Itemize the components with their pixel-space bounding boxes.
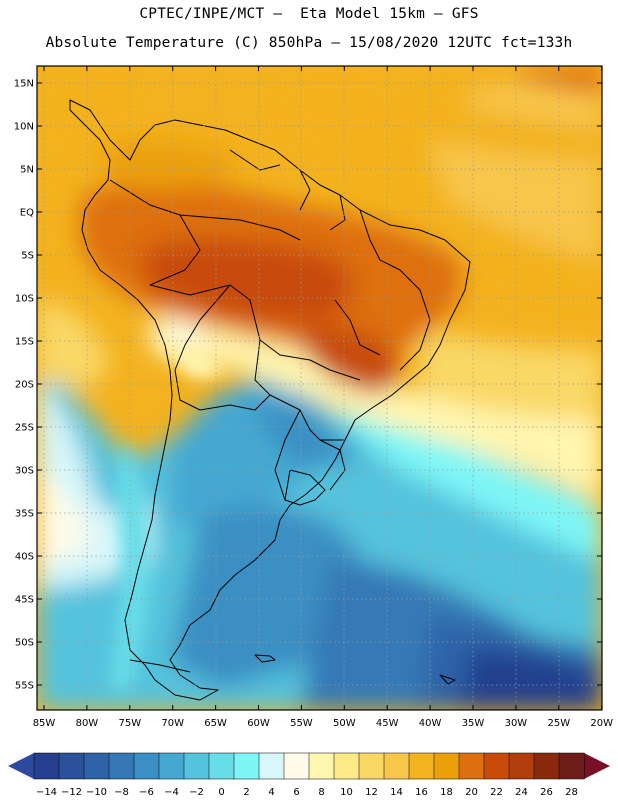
lat-label: 15N xyxy=(14,79,34,90)
lat-label: 5S xyxy=(21,251,34,262)
colorbar-label: 14 xyxy=(390,787,403,798)
colorbar-swatch xyxy=(208,752,235,780)
colorbar-swatch xyxy=(358,752,385,780)
colorbar-swatch xyxy=(183,752,210,780)
map-frame xyxy=(36,65,603,711)
colorbar-label: −10 xyxy=(86,787,107,798)
lat-label: 55S xyxy=(15,681,34,692)
lat-label: 40S xyxy=(15,552,34,563)
lat-label: 20S xyxy=(15,380,34,391)
colorbar-swatch xyxy=(283,752,310,780)
lon-label: 50W xyxy=(333,718,356,729)
colorbar: −14 −12 −10 −8 −6 −4 −2 0 2 4 6 8 10 12 14 16 18 20 22 24 26… xyxy=(8,752,610,798)
lon-label: 20W xyxy=(590,718,613,729)
colorbar-high-arrow xyxy=(584,753,610,779)
lon-label: 25W xyxy=(547,718,570,729)
colorbar-swatch xyxy=(83,752,110,780)
axis-ticks xyxy=(37,66,603,710)
coastline-borders xyxy=(69,99,471,701)
colorbar-label: −12 xyxy=(61,787,82,798)
lon-label: 40W xyxy=(419,718,442,729)
colorbar-swatch xyxy=(133,752,160,780)
lat-label: EQ xyxy=(20,208,34,219)
colorbar-low-arrow xyxy=(8,753,34,779)
lon-label: 30W xyxy=(505,718,528,729)
colorbar-label: 4 xyxy=(268,787,274,798)
longitude-labels: 85W 80W 75W 70W 65W 60W 55W 50W 45W 40W 35W 30W 25W 2… xyxy=(33,718,613,729)
colorbar-swatch xyxy=(158,752,185,780)
colorbar-label: 18 xyxy=(440,787,453,798)
colorbar-swatch xyxy=(483,752,510,780)
lon-label: 45W xyxy=(376,718,399,729)
colorbar-swatch xyxy=(33,752,60,780)
colorbar-swatch xyxy=(508,752,535,780)
lat-label: 10S xyxy=(15,294,34,305)
colorbar-label: 10 xyxy=(340,787,353,798)
colorbar-swatch xyxy=(233,752,260,780)
colorbar-swatch xyxy=(458,752,485,780)
lat-label: 15S xyxy=(15,337,34,348)
lon-label: 35W xyxy=(462,718,485,729)
lat-label: 45S xyxy=(15,595,34,606)
chart-title-line1: CPTEC/INPE/MCT – Eta Model 15km – GFS xyxy=(139,6,479,22)
colorbar-label: −14 xyxy=(36,787,57,798)
colorbar-label: 24 xyxy=(515,787,528,798)
lon-label: 55W xyxy=(290,718,313,729)
colorbar-label: −8 xyxy=(114,787,129,798)
colorbar-label: 0 xyxy=(218,787,224,798)
colorbar-swatch xyxy=(308,752,335,780)
colorbar-label: 6 xyxy=(293,787,299,798)
lat-label: 25S xyxy=(15,423,34,434)
colorbar-label: 2 xyxy=(243,787,249,798)
lon-label: 65W xyxy=(204,718,227,729)
colorbar-swatch xyxy=(558,752,585,780)
lon-label: 75W xyxy=(118,718,141,729)
lat-label: 30S xyxy=(15,466,34,477)
colorbar-swatch xyxy=(258,752,285,780)
colorbar-label: −6 xyxy=(139,787,154,798)
colorbar-label: 28 xyxy=(565,787,578,798)
lat-label: 35S xyxy=(15,509,34,520)
lat-label: 10N xyxy=(14,122,34,133)
colorbar-swatch xyxy=(433,752,460,780)
colorbar-label: 8 xyxy=(318,787,324,798)
lon-label: 60W xyxy=(247,718,270,729)
colorbar-label: 22 xyxy=(490,787,503,798)
latitude-labels: 15N 10N 5N EQ 5S 10S 15S 20S 25S 30S 35S 40S 45S 50S 5… xyxy=(14,79,34,692)
colorbar-label: 26 xyxy=(540,787,553,798)
colorbar-swatch xyxy=(408,752,435,780)
colorbar-swatch xyxy=(383,752,410,780)
chart-title-line2: Absolute Temperature (C) 850hPa – 15/08/… xyxy=(45,35,573,51)
colorbar-swatch xyxy=(533,752,560,780)
colorbar-swatch xyxy=(108,752,135,780)
colorbar-label: 16 xyxy=(415,787,428,798)
colorbar-swatch xyxy=(333,752,360,780)
colorbar-label: 20 xyxy=(465,787,478,798)
colorbar-label: 12 xyxy=(365,787,378,798)
colorbar-label: −4 xyxy=(164,787,179,798)
lon-label: 80W xyxy=(76,718,99,729)
colorbar-label: −2 xyxy=(189,787,204,798)
temperature-field xyxy=(37,66,602,710)
graticule xyxy=(37,66,602,710)
lat-label: 5N xyxy=(20,165,34,176)
lon-label: 70W xyxy=(161,718,184,729)
colorbar-swatch xyxy=(58,752,85,780)
lat-label: 50S xyxy=(15,638,34,649)
lon-label: 85W xyxy=(33,718,56,729)
